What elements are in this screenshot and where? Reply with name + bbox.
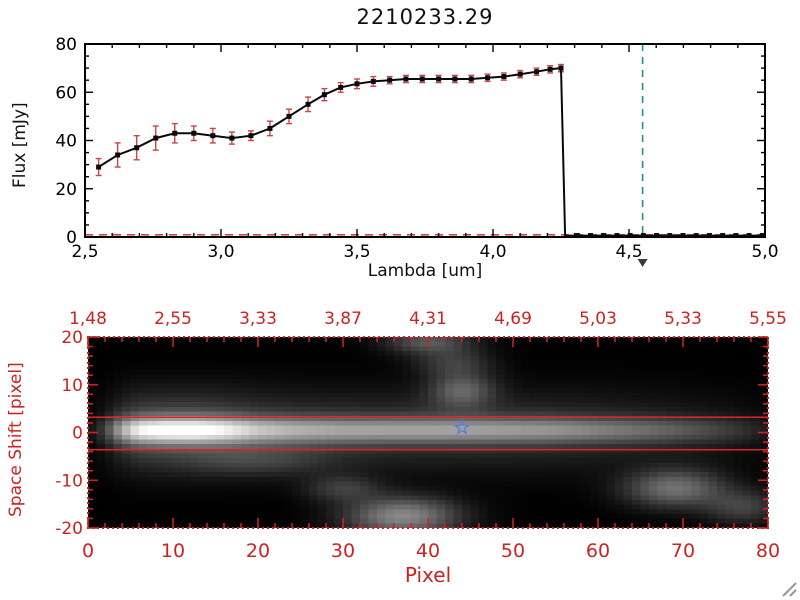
svg-text:0: 0 (66, 228, 77, 248)
svg-text:-10: -10 (55, 471, 83, 491)
svg-text:30: 30 (331, 540, 355, 562)
svg-text:3,33: 3,33 (239, 309, 277, 329)
resize-grip-line (789, 589, 797, 597)
space-shift-axis-label: Space Shift [pixel] (6, 362, 26, 517)
svg-text:60: 60 (586, 540, 610, 562)
plot-title: 2210233.29 (356, 5, 494, 29)
svg-text:5,33: 5,33 (664, 309, 702, 329)
svg-text:3,5: 3,5 (343, 242, 370, 262)
svg-text:2,5: 2,5 (71, 242, 98, 262)
svg-text:20: 20 (246, 540, 270, 562)
image-axis-ticks (87, 336, 769, 529)
svg-text:20: 20 (61, 328, 83, 348)
svg-text:4,31: 4,31 (409, 309, 447, 329)
svg-text:50: 50 (501, 540, 525, 562)
svg-text:2,55: 2,55 (154, 309, 192, 329)
lambda-axis-label: Lambda [um] (367, 261, 483, 281)
spatial-panel-axes: 0 1,48 10 2,55 20 3,33 30 3,87 40 4,31 50 4,69 60 5,0… (55, 309, 787, 562)
svg-text:40: 40 (416, 540, 440, 562)
image-frame (87, 336, 769, 529)
spectral-image-canvas (88, 337, 768, 528)
image-axis-labels: 0 1,48 10 2,55 20 3,33 30 3,87 40 4,31 50 4,69 60 5,0… (55, 309, 787, 562)
svg-text:80: 80 (756, 540, 780, 562)
resize-grip-line (782, 582, 797, 597)
svg-text:0: 0 (82, 540, 94, 562)
svg-text:20: 20 (55, 180, 77, 200)
svg-text:40: 40 (55, 132, 77, 152)
svg-text:4,0: 4,0 (479, 242, 506, 262)
plot-frame (84, 43, 766, 238)
svg-text:0: 0 (72, 424, 83, 444)
svg-text:10: 10 (161, 540, 185, 562)
svg-text:3,0: 3,0 (207, 242, 234, 262)
resize-grip-icon[interactable] (775, 575, 799, 599)
axis-tick-labels: 2,5 3,0 3,5 4,0 4,5 5,0 0 20 40 60 80 (55, 35, 778, 262)
pixel-axis-label: Pixel (404, 563, 452, 587)
cursor-arrow-icon (637, 259, 648, 267)
svg-text:60: 60 (55, 83, 77, 103)
axis-ticks (84, 43, 766, 238)
svg-text:4,5: 4,5 (615, 242, 642, 262)
svg-text:70: 70 (671, 540, 695, 562)
svg-text:3,87: 3,87 (324, 309, 362, 329)
svg-text:5,03: 5,03 (579, 309, 617, 329)
svg-text:5,0: 5,0 (751, 242, 778, 262)
source-position-star (453, 418, 471, 436)
spectrum-line (98, 66, 765, 237)
svg-text:1,48: 1,48 (69, 309, 107, 329)
svg-text:5,55: 5,55 (749, 309, 787, 329)
svg-text:80: 80 (55, 35, 77, 55)
svg-text:10: 10 (61, 376, 83, 396)
spectrum-plot: 2,5 3,0 3,5 4,0 4,5 5,0 0 20 40 60 80 (55, 35, 779, 267)
error-bars (95, 63, 564, 177)
flux-markers (96, 65, 765, 239)
svg-text:4,69: 4,69 (494, 309, 532, 329)
svg-text:-20: -20 (55, 519, 83, 539)
